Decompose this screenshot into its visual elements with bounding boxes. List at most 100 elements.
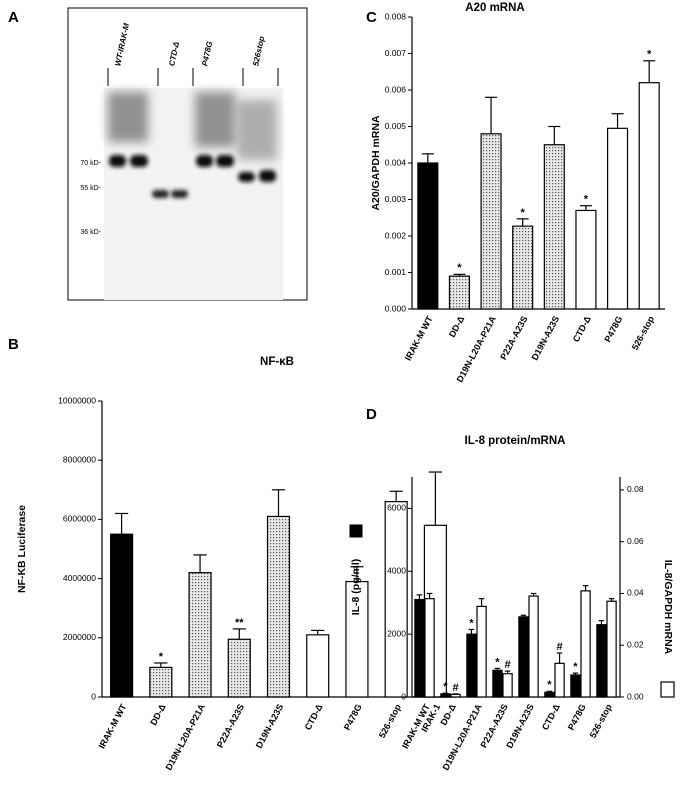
chart-title: IL-8 protein/mRNA [465,435,566,447]
x-tick-label: D19N-A23S [530,314,562,362]
x-tick-label: DD-Δ [438,702,458,727]
x-tick-label: IRAK-M WT [97,702,129,750]
bar [580,590,591,698]
y-tick-label: 4000 [387,566,406,576]
y-tick-label: 0 [91,691,96,701]
x-tick-label: P22A-A23S [498,314,529,361]
bands [108,92,277,198]
y-tick-label: 0.007 [385,48,407,58]
x-tick-label: 526-stop [377,702,403,740]
x-tick-label: CTD-Δ [540,702,562,732]
bar [543,144,565,310]
bar [384,501,408,698]
y2-tick-label: 0.02 [627,639,644,649]
bar [227,638,251,698]
bar [149,666,173,698]
y-tick-label: 0.001 [385,267,407,277]
lane-separators [107,68,279,86]
bar [345,580,369,698]
bar [492,669,503,698]
x-tick-label: DD-Δ [447,314,467,339]
bar [606,600,617,698]
significance-label: * [457,262,462,274]
significance-label: ** [235,617,244,629]
y-axis-label: A20/GAPDH mRNA [370,115,382,211]
marker-label: 70 kD- [80,160,101,167]
bar [554,662,565,698]
bar [596,624,607,698]
bar [450,693,461,698]
bar [502,673,513,698]
y-axis-label: NF-KB Luciferase [16,505,28,593]
y2-tick-label: 0.06 [627,536,644,546]
bar [607,127,629,310]
significance-label: * [521,207,526,219]
bar [544,691,555,698]
y-tick-label: 0.005 [385,121,407,131]
x-tick-label: CTD-Δ [303,702,325,732]
y-tick-label: 0.000 [385,303,407,313]
y-tick-label: 0.004 [385,157,407,167]
bar [417,162,439,310]
significance-label: * [573,661,578,673]
bar [306,634,330,698]
bar [638,82,660,310]
bar [188,572,212,698]
bar [528,595,539,698]
legend-swatch [349,524,363,538]
significance-label: * [495,656,500,668]
y-tick-label: 0.002 [385,230,407,240]
bar [440,693,451,698]
bar [466,633,477,698]
significance-label: * [584,194,589,206]
y-tick-label: 0.003 [385,194,407,204]
marker-label: 36 kD- [80,229,101,236]
x-tick-label: P22A-A23S [215,702,246,749]
bar [476,605,487,698]
y-tick-label: 2000 [387,628,406,638]
panel-label: D [366,406,377,423]
bar [575,209,597,310]
significance-label: * [647,49,652,61]
y-tick-label: 0.008 [385,11,407,21]
significance-label: * [159,651,164,663]
panel-label: B [8,336,19,353]
chart-title: NF-κB [260,356,294,368]
bar [110,533,134,698]
marker-label: 55 kD- [80,185,101,192]
x-tick-label: P478G [342,702,364,731]
bar [512,225,534,310]
x-tick-label: D19N-A23S [504,702,536,750]
y2-tick-label: 0.00 [627,691,644,701]
y-tick-label: 8000000 [63,454,96,464]
x-tick-label: P478G [602,314,624,343]
x-tick-label: 526-stop [588,702,614,740]
panel-label: C [366,9,377,26]
y2-axis-label: IL-8/GAPDH mRNA [662,560,674,655]
x-tick-label: CTD-Δ [571,314,593,344]
bar [414,598,425,698]
y-tick-label: 0.006 [385,84,407,94]
bar [424,598,435,698]
bar [570,674,581,698]
y-tick-label: 6000000 [63,514,96,524]
x-tick-label: DD-Δ [148,702,168,727]
y2-tick-label: 0.08 [627,484,644,494]
significance-label: * [547,679,552,691]
bar [518,616,529,698]
bar [448,275,470,310]
y-tick-label: 0 [401,691,406,701]
significance-label: * [443,681,448,693]
significance-label: # [557,641,563,653]
significance-label: * [469,617,474,629]
legend-swatch [660,681,675,698]
y-tick-label: 2000000 [63,632,96,642]
y-tick-label: 6000 [387,503,406,513]
x-tick-label: 526-stop [630,314,656,352]
significance-label: # [453,682,459,694]
x-tick-label: D19N-A23S [254,702,286,750]
significance-label: # [505,659,511,671]
y-tick-label: 4000000 [63,573,96,583]
bar [480,133,502,310]
